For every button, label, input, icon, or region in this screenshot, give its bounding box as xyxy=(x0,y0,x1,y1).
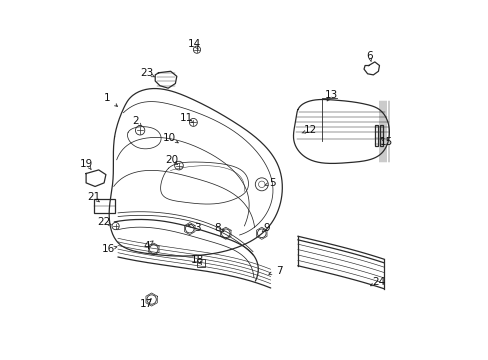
Text: 7: 7 xyxy=(276,266,283,276)
Text: 15: 15 xyxy=(379,137,392,147)
Text: 18: 18 xyxy=(190,255,203,265)
Circle shape xyxy=(174,161,183,170)
Bar xyxy=(94,199,115,213)
Circle shape xyxy=(189,118,197,126)
Text: 22: 22 xyxy=(97,217,110,228)
Circle shape xyxy=(258,181,264,188)
Circle shape xyxy=(221,229,230,238)
Text: 6: 6 xyxy=(366,51,372,61)
Text: 24: 24 xyxy=(371,276,384,287)
Circle shape xyxy=(135,126,144,135)
Text: 16: 16 xyxy=(102,244,115,254)
Circle shape xyxy=(185,224,194,233)
Text: 4: 4 xyxy=(143,240,150,251)
Text: 9: 9 xyxy=(263,222,269,233)
Text: 11: 11 xyxy=(179,113,192,123)
Text: 23: 23 xyxy=(140,68,153,78)
Bar xyxy=(379,125,382,146)
Text: 13: 13 xyxy=(325,90,338,100)
Text: 12: 12 xyxy=(303,125,316,135)
Text: 17: 17 xyxy=(140,299,153,309)
Text: 3: 3 xyxy=(193,222,200,233)
Text: 2: 2 xyxy=(132,116,139,126)
Text: 20: 20 xyxy=(165,155,178,165)
Bar xyxy=(374,125,378,146)
Text: 14: 14 xyxy=(188,39,201,49)
Text: 8: 8 xyxy=(214,222,221,233)
Circle shape xyxy=(112,222,119,230)
Circle shape xyxy=(193,46,200,53)
Bar xyxy=(197,259,204,267)
Circle shape xyxy=(255,178,268,191)
Circle shape xyxy=(257,229,265,238)
Text: 10: 10 xyxy=(163,132,176,143)
Circle shape xyxy=(149,245,158,253)
Text: 5: 5 xyxy=(269,178,275,188)
Text: 1: 1 xyxy=(103,93,110,103)
Text: 19: 19 xyxy=(80,159,93,169)
Text: 21: 21 xyxy=(87,192,101,202)
Circle shape xyxy=(146,295,156,304)
